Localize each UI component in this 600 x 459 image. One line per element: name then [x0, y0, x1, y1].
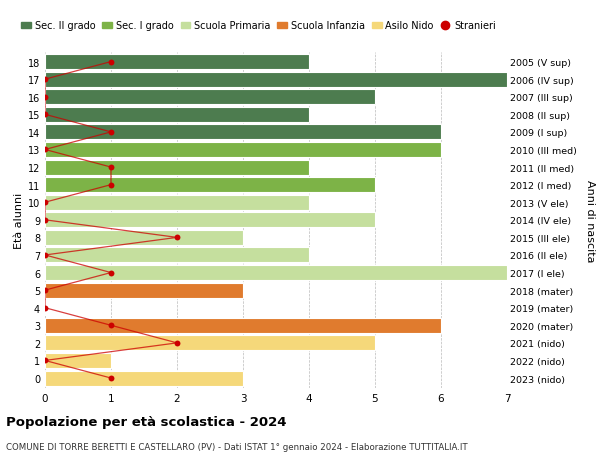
Point	[40, 217, 50, 224]
Legend: Sec. II grado, Sec. I grado, Scuola Primaria, Scuola Infanzia, Asilo Nido, Stran: Sec. II grado, Sec. I grado, Scuola Prim…	[17, 17, 500, 35]
Bar	[45, 143, 441, 157]
Bar	[45, 73, 507, 87]
Point	[172, 234, 182, 241]
Bar	[45, 336, 375, 351]
Bar	[45, 283, 243, 298]
Point	[40, 94, 50, 101]
Point	[106, 129, 116, 136]
Text: Popolazione per età scolastica - 2024: Popolazione per età scolastica - 2024	[6, 415, 287, 428]
Point	[106, 375, 116, 382]
Point	[40, 252, 50, 259]
Point	[106, 269, 116, 277]
Point	[40, 112, 50, 119]
Point	[40, 199, 50, 207]
Point	[106, 322, 116, 329]
Bar	[45, 230, 243, 245]
Bar	[45, 160, 309, 175]
Point	[40, 287, 50, 294]
Bar	[45, 248, 309, 263]
Bar	[45, 265, 507, 280]
Point	[106, 182, 116, 189]
Text: COMUNE DI TORRE BERETTI E CASTELLARO (PV) - Dati ISTAT 1° gennaio 2024 - Elabora: COMUNE DI TORRE BERETTI E CASTELLARO (PV…	[6, 442, 467, 451]
Y-axis label: Anni di nascita: Anni di nascita	[585, 179, 595, 262]
Bar	[45, 178, 375, 193]
Bar	[45, 90, 375, 105]
Bar	[45, 371, 243, 386]
Point	[40, 304, 50, 312]
Point	[172, 340, 182, 347]
Bar	[45, 55, 309, 70]
Point	[40, 357, 50, 364]
Point	[106, 59, 116, 66]
Bar	[45, 196, 309, 210]
Y-axis label: Età alunni: Età alunni	[14, 192, 23, 248]
Bar	[45, 213, 375, 228]
Bar	[45, 125, 441, 140]
Bar	[45, 353, 111, 368]
Bar	[45, 318, 441, 333]
Point	[106, 164, 116, 171]
Point	[40, 76, 50, 84]
Point	[40, 146, 50, 154]
Bar	[45, 107, 309, 123]
